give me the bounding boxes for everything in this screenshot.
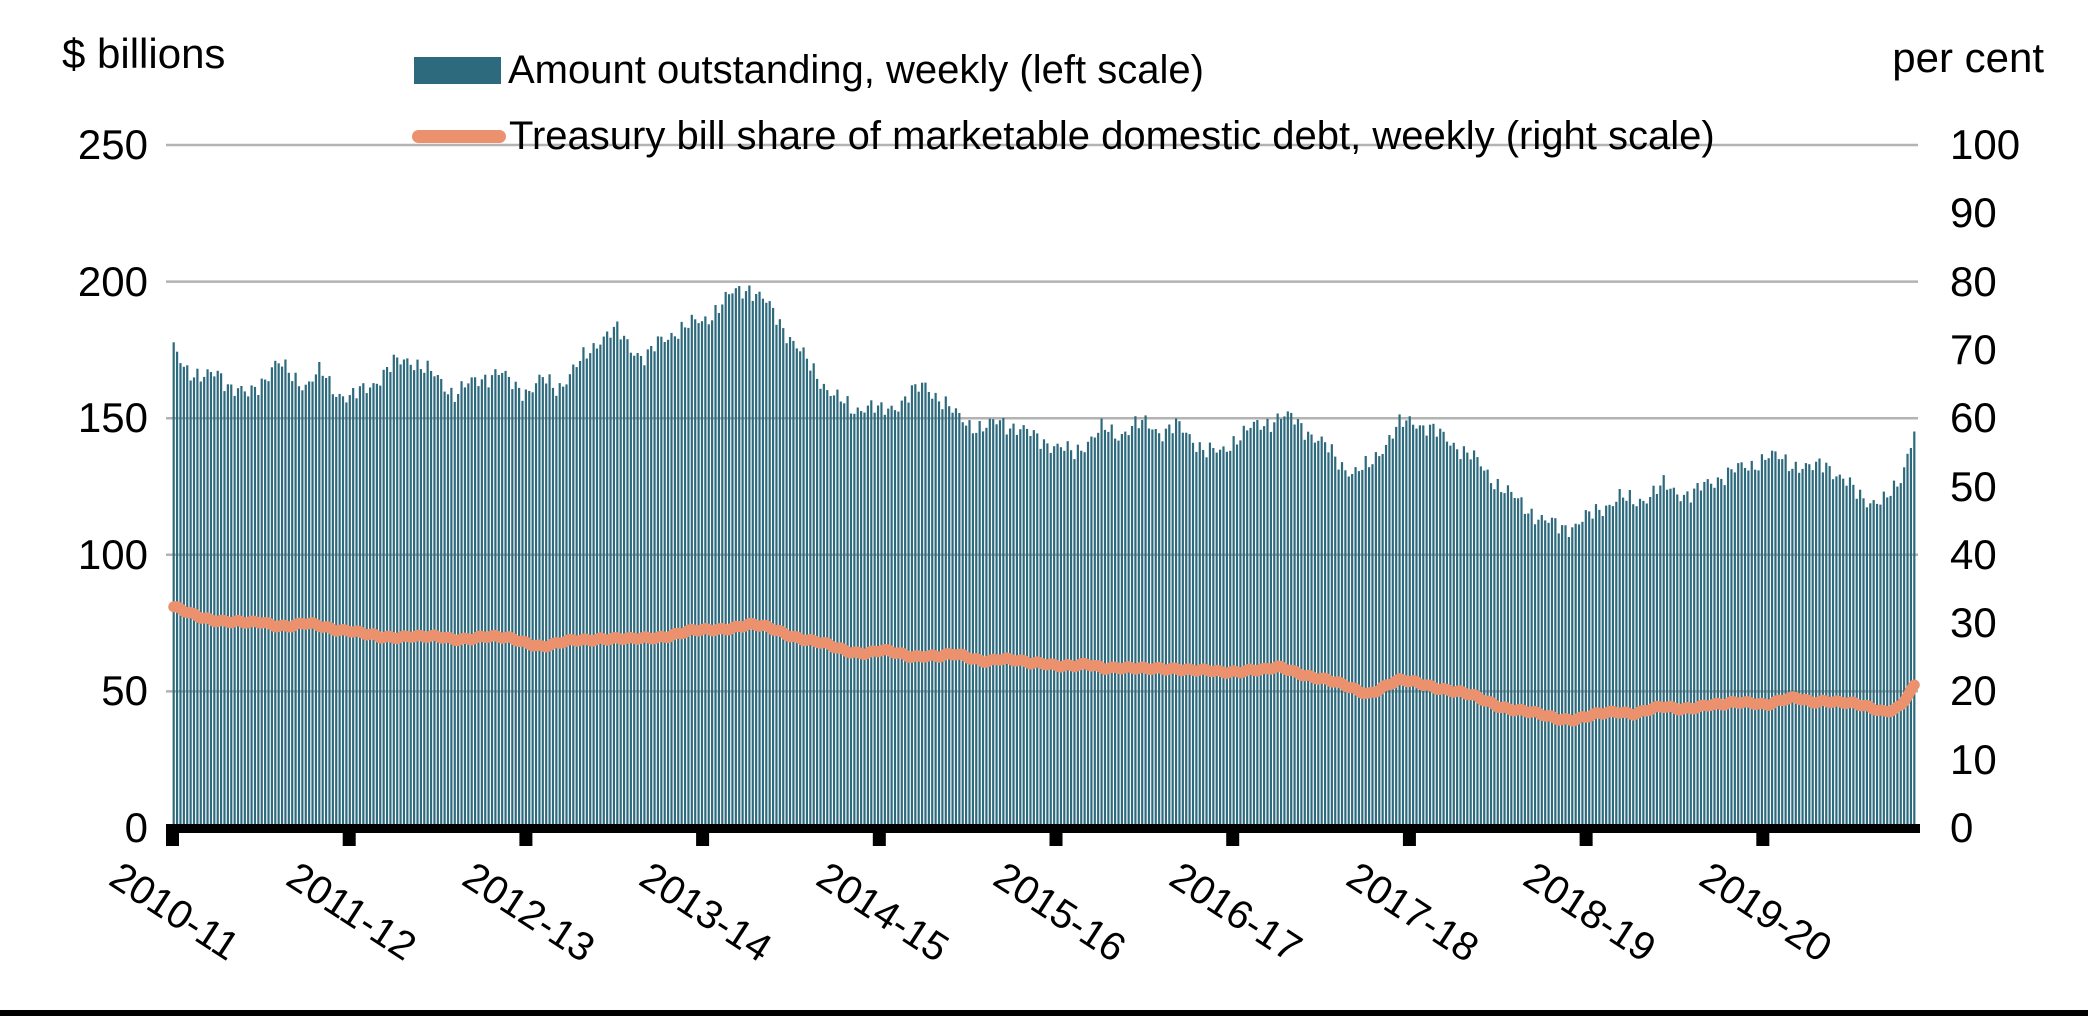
right-axis-tick: 30 bbox=[1950, 599, 1997, 647]
line-series-swatch bbox=[412, 129, 506, 143]
right-axis-tick: 10 bbox=[1950, 735, 1997, 783]
left-axis-tick: 100 bbox=[77, 530, 148, 578]
right-axis-tick: 20 bbox=[1950, 667, 1997, 715]
left-axis-tick: 0 bbox=[124, 804, 148, 851]
right-axis-tick: 0 bbox=[1950, 804, 1974, 851]
left-axis-tick: 250 bbox=[77, 121, 148, 168]
right-axis-tick: 50 bbox=[1950, 462, 1997, 510]
legend-item-bars: Amount outstanding, weekly (left scale) bbox=[414, 46, 1204, 94]
legend-item-line: Treasury bill share of marketable domest… bbox=[412, 112, 1715, 160]
legend-label-line: Treasury bill share of marketable domest… bbox=[509, 114, 1715, 158]
gridlines bbox=[166, 143, 1918, 693]
bar-series-amount-outstanding bbox=[172, 285, 1916, 829]
page-bottom-rule bbox=[0, 1010, 2088, 1016]
right-axis-tick: 80 bbox=[1950, 257, 1997, 305]
legend-label-bars: Amount outstanding, weekly (left scale) bbox=[508, 48, 1204, 92]
right-axis-tick: 40 bbox=[1950, 530, 1997, 578]
right-axis-tick: 90 bbox=[1950, 189, 1997, 237]
x-axis bbox=[166, 824, 1920, 846]
right-axis-tick: 100 bbox=[1950, 121, 2021, 168]
left-axis-tick: 50 bbox=[101, 667, 148, 715]
left-axis-tick: 150 bbox=[77, 394, 148, 442]
right-axis-tick: 70 bbox=[1950, 325, 1997, 373]
line-series-tbill-share bbox=[168, 601, 1920, 727]
right-axis-title: per cent bbox=[1892, 34, 2044, 81]
left-axis-tick: 200 bbox=[77, 257, 148, 305]
right-axis-tick: 60 bbox=[1950, 394, 1997, 442]
bar-series-swatch bbox=[414, 56, 501, 84]
left-axis-title: $ billions bbox=[62, 30, 226, 77]
